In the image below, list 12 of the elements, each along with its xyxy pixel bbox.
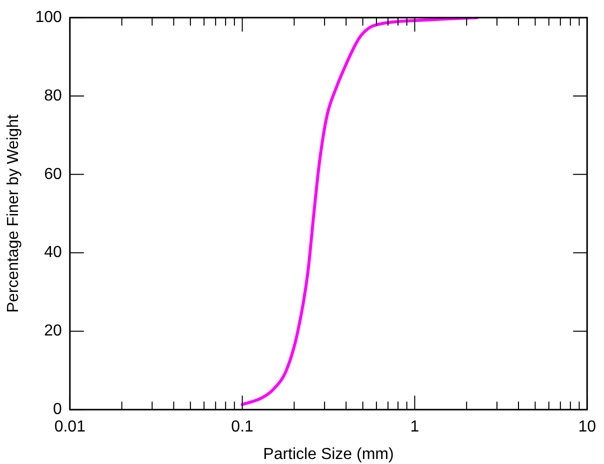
x-tick-label: 0.1 (231, 418, 254, 436)
x-axis-title: Particle Size (mm) (263, 446, 394, 463)
x-tick-label: 0.01 (54, 418, 86, 436)
x-tick-label: 1 (410, 418, 420, 436)
y-tick-label: 20 (44, 322, 62, 340)
x-tick-label: 10 (578, 418, 596, 436)
y-tick-label: 100 (35, 9, 62, 26)
y-tick-label: 40 (44, 244, 62, 262)
y-axis-title: Percentage Finer by Weight (5, 114, 22, 313)
y-tick-label: 0 (52, 401, 62, 418)
y-tick-label: 80 (44, 87, 62, 104)
y-tick-label: 60 (44, 166, 62, 183)
